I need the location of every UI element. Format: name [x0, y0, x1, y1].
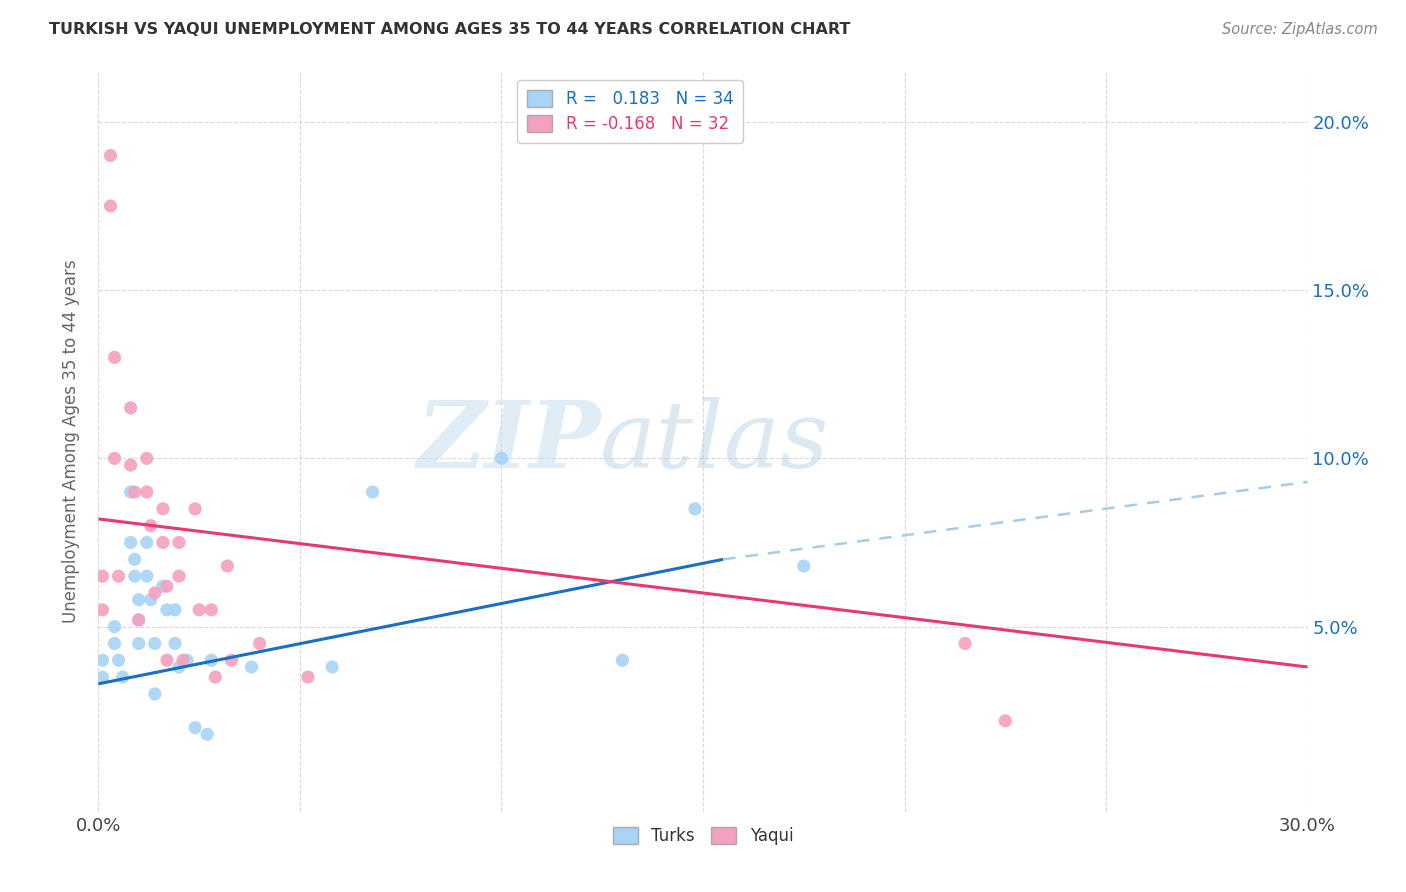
Point	[143, 636, 166, 650]
Point	[953, 636, 976, 650]
Point	[172, 653, 194, 667]
Point	[107, 569, 129, 583]
Point	[184, 501, 207, 516]
Point	[128, 613, 150, 627]
Point	[128, 592, 150, 607]
Text: ZIP: ZIP	[416, 397, 600, 486]
Point	[135, 451, 157, 466]
Point	[143, 586, 166, 600]
Point	[361, 485, 384, 500]
Point	[240, 660, 263, 674]
Point	[156, 579, 179, 593]
Y-axis label: Unemployment Among Ages 35 to 44 years: Unemployment Among Ages 35 to 44 years	[62, 260, 80, 624]
Point	[91, 653, 114, 667]
Point	[200, 603, 222, 617]
Point	[135, 569, 157, 583]
Point	[124, 485, 146, 500]
Point	[163, 636, 186, 650]
Point	[152, 535, 174, 549]
Point	[195, 727, 218, 741]
Point	[167, 660, 190, 674]
Point	[100, 199, 122, 213]
Point	[103, 636, 125, 650]
Point	[200, 653, 222, 667]
Point	[321, 660, 343, 674]
Point	[994, 714, 1017, 728]
Legend: Turks, Yaqui: Turks, Yaqui	[606, 820, 800, 852]
Point	[139, 518, 162, 533]
Point	[167, 569, 190, 583]
Point	[107, 653, 129, 667]
Point	[135, 535, 157, 549]
Point	[491, 451, 513, 466]
Point	[124, 569, 146, 583]
Point	[91, 670, 114, 684]
Point	[120, 485, 142, 500]
Text: atlas: atlas	[600, 397, 830, 486]
Point	[120, 535, 142, 549]
Point	[188, 603, 211, 617]
Point	[249, 636, 271, 650]
Point	[128, 613, 150, 627]
Point	[100, 148, 122, 162]
Point	[128, 636, 150, 650]
Point	[184, 721, 207, 735]
Point	[793, 559, 815, 574]
Point	[103, 451, 125, 466]
Point	[204, 670, 226, 684]
Point	[297, 670, 319, 684]
Point	[683, 501, 706, 516]
Point	[103, 351, 125, 365]
Text: Source: ZipAtlas.com: Source: ZipAtlas.com	[1222, 22, 1378, 37]
Text: TURKISH VS YAQUI UNEMPLOYMENT AMONG AGES 35 TO 44 YEARS CORRELATION CHART: TURKISH VS YAQUI UNEMPLOYMENT AMONG AGES…	[49, 22, 851, 37]
Point	[152, 501, 174, 516]
Point	[91, 569, 114, 583]
Point	[156, 603, 179, 617]
Point	[143, 687, 166, 701]
Point	[91, 603, 114, 617]
Point	[167, 535, 190, 549]
Point	[111, 670, 134, 684]
Point	[612, 653, 634, 667]
Point	[103, 619, 125, 633]
Point	[176, 653, 198, 667]
Point	[124, 552, 146, 566]
Point	[120, 401, 142, 415]
Point	[221, 653, 243, 667]
Point	[152, 579, 174, 593]
Point	[217, 559, 239, 574]
Point	[139, 592, 162, 607]
Point	[163, 603, 186, 617]
Point	[135, 485, 157, 500]
Point	[120, 458, 142, 472]
Point	[156, 653, 179, 667]
